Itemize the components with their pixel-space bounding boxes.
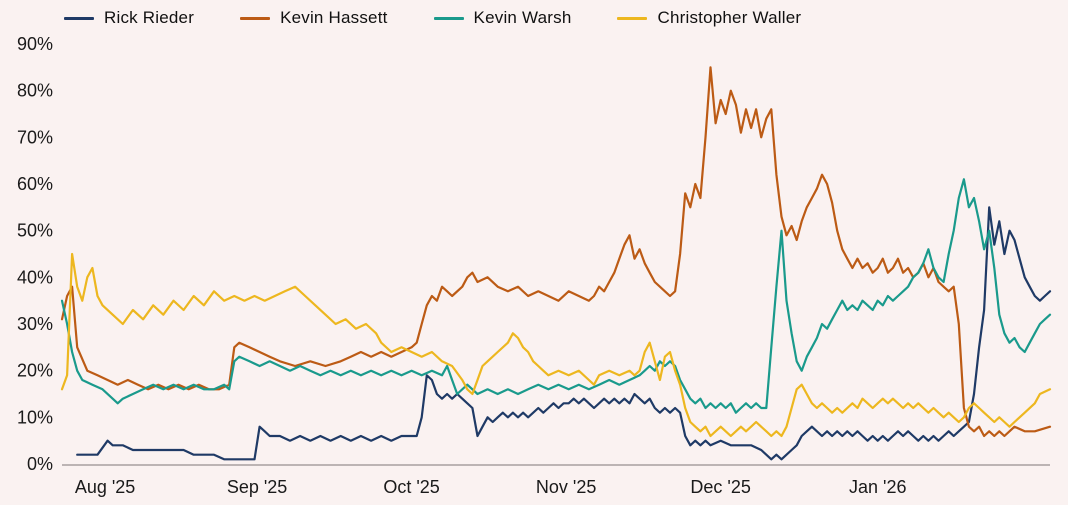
chart-legend: Rick Rieder Kevin Hassett Kevin Warsh Ch…	[64, 8, 801, 28]
x-axis-tick-label: Oct '25	[383, 477, 439, 497]
y-axis-tick-label: 90%	[17, 34, 53, 54]
y-axis-tick-label: 10%	[17, 407, 53, 427]
legend-item-kevin-hassett[interactable]: Kevin Hassett	[240, 8, 387, 28]
series-line-christopher-waller	[60, 252, 1052, 438]
legend-item-rick-rieder[interactable]: Rick Rieder	[64, 8, 194, 28]
y-axis-tick-label: 30%	[17, 314, 53, 334]
series-line-rick-rieder	[76, 206, 1052, 461]
legend-label: Kevin Hassett	[280, 8, 388, 27]
y-axis-tick-label: 40%	[17, 267, 53, 287]
y-axis-tick-label: 50%	[17, 221, 53, 241]
y-axis-tick-label: 80%	[17, 81, 53, 101]
x-axis-tick-label: Jan '26	[849, 477, 906, 497]
y-axis-tick-label: 0%	[27, 454, 53, 474]
y-axis-tick-label: 60%	[17, 174, 53, 194]
legend-label: Kevin Warsh	[473, 8, 572, 27]
legend-item-christopher-waller[interactable]: Christopher Waller	[617, 8, 801, 28]
x-axis-tick-label: Nov '25	[536, 477, 596, 497]
legend-swatch	[617, 16, 648, 20]
legend-item-kevin-warsh[interactable]: Kevin Warsh	[433, 8, 572, 28]
x-axis-tick-label: Aug '25	[75, 477, 136, 497]
legend-swatch	[64, 16, 94, 20]
legend-swatch	[433, 16, 464, 20]
legend-label: Christopher Waller	[657, 8, 802, 27]
series-line-kevin-hassett	[60, 66, 1052, 438]
y-axis-tick-label: 20%	[17, 361, 53, 381]
legend-swatch	[240, 16, 271, 20]
y-axis-tick-label: 70%	[17, 127, 53, 147]
series-line-kevin-warsh	[60, 178, 1052, 414]
x-axis-tick-label: Sep '25	[227, 477, 288, 497]
legend-label: Rick Rieder	[104, 8, 195, 27]
x-axis-tick-label: Dec '25	[690, 477, 750, 497]
